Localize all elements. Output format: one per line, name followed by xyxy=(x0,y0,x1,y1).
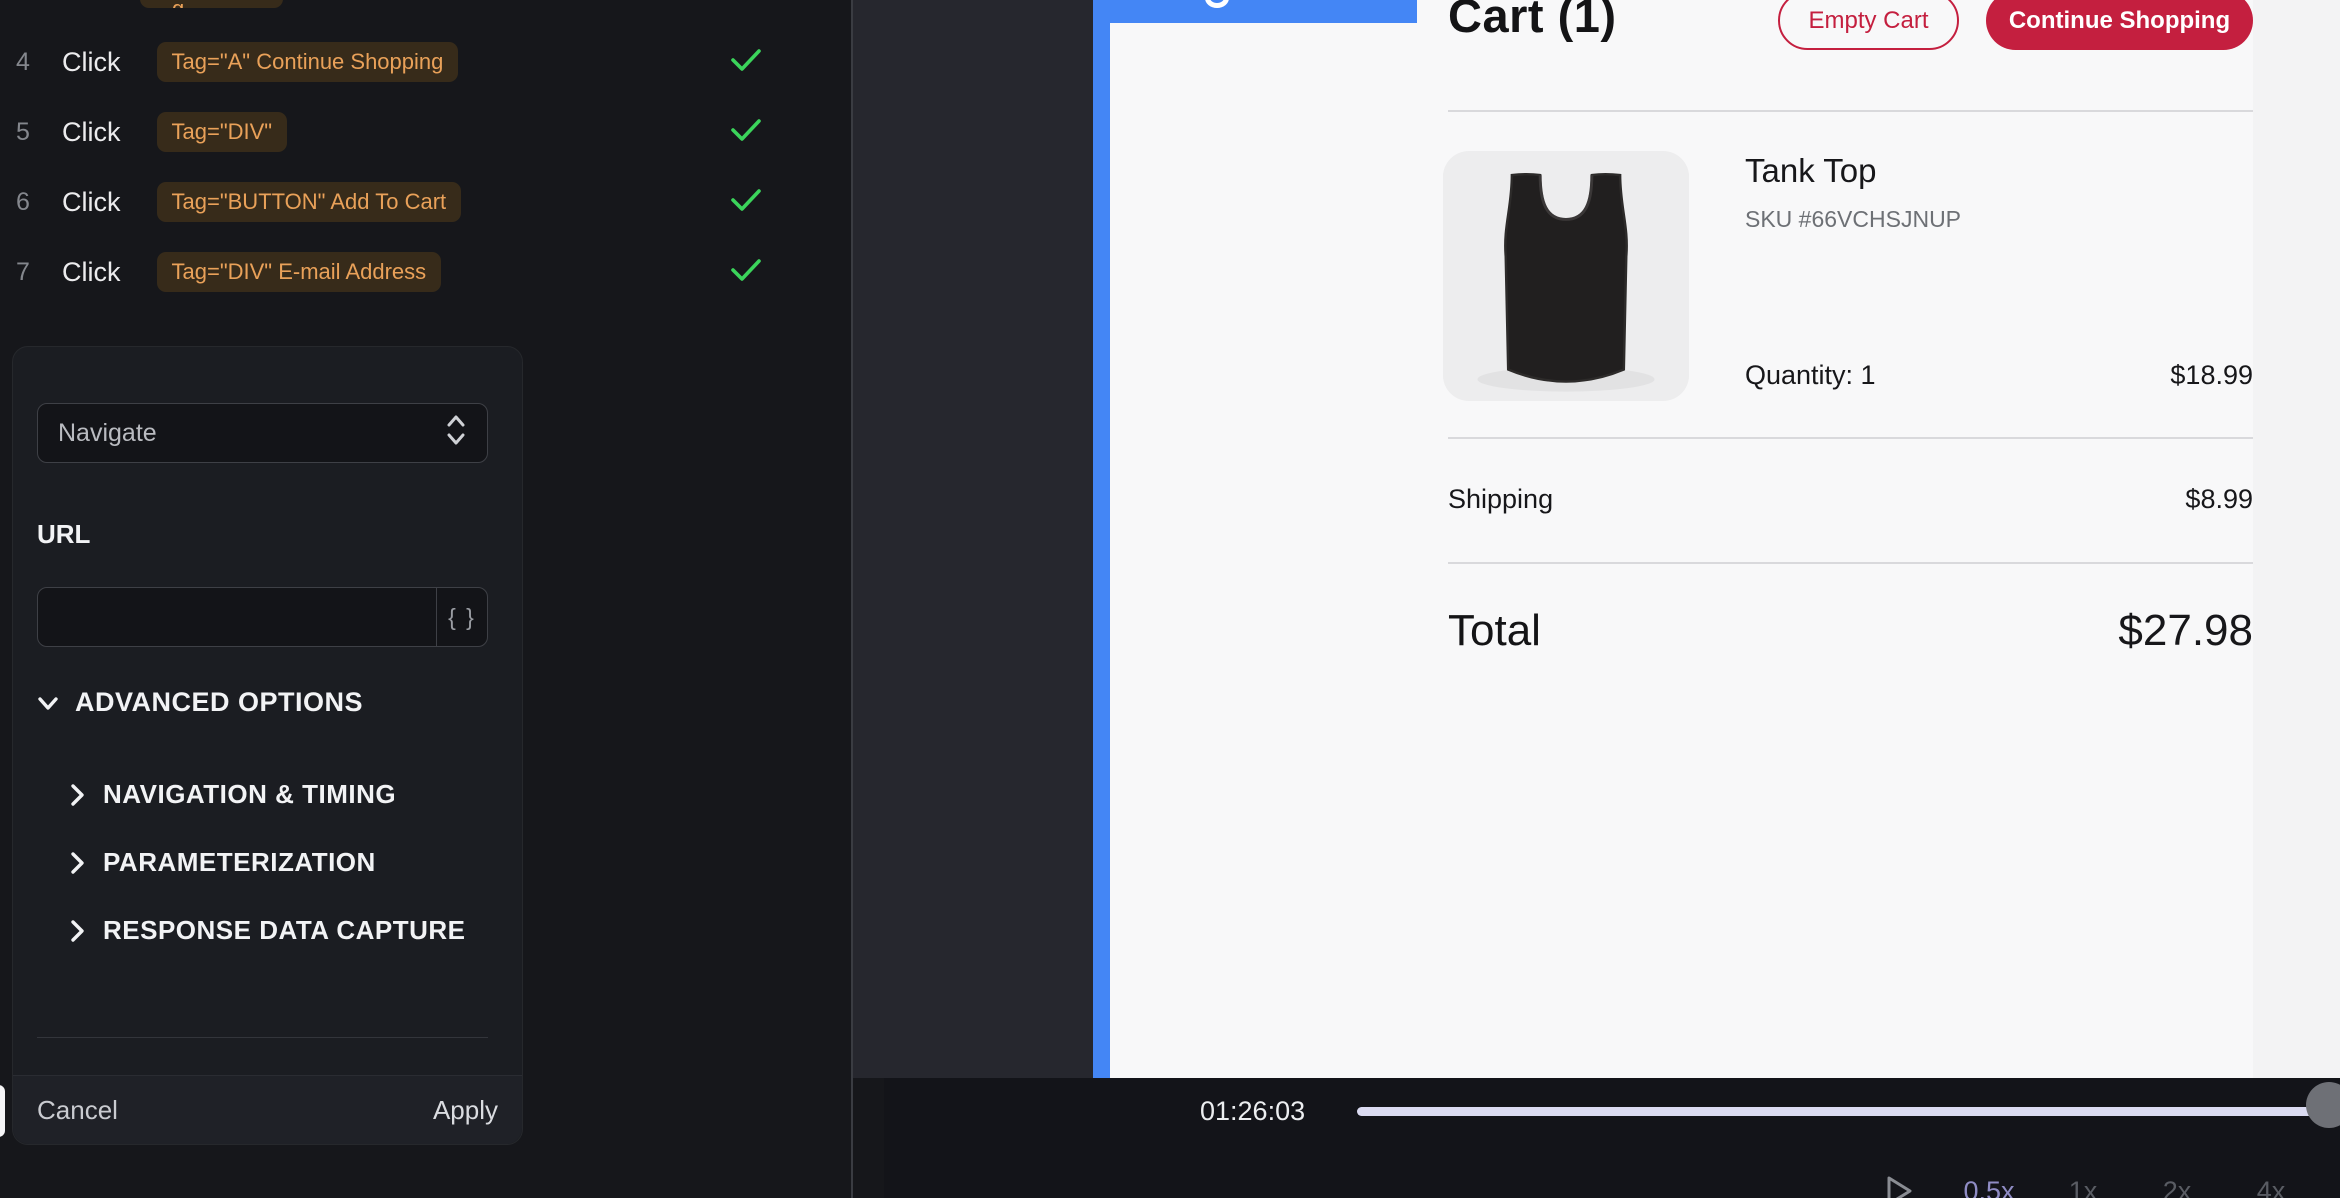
sidebar-divider xyxy=(851,0,853,1198)
cancel-button[interactable]: Cancel xyxy=(37,1094,118,1125)
section-navigation-timing[interactable]: NAVIGATION & TIMING xyxy=(65,779,396,810)
check-icon xyxy=(730,47,762,78)
play-icon[interactable] xyxy=(1884,1174,1914,1198)
site-header-bar xyxy=(1110,0,1417,23)
step-row-6[interactable]: 6 Click Tag="BUTTON" Add To Cart xyxy=(0,180,820,224)
speed-button-2x[interactable]: 2x xyxy=(2146,1176,2208,1198)
check-icon xyxy=(730,187,762,218)
chevron-right-icon xyxy=(71,783,84,806)
advanced-options-label: ADVANCED OPTIONS xyxy=(75,687,364,717)
url-input-group: { } xyxy=(37,587,488,647)
divider xyxy=(1448,437,2253,439)
advanced-options-toggle[interactable]: ADVANCED OPTIONS xyxy=(35,687,363,718)
action-editor-panel: Navigate URL { } ADVANCED OPTIONS NAVIGA… xyxy=(12,346,523,1145)
tank-top-image xyxy=(1443,153,1689,399)
panel-footer: Cancel Apply xyxy=(13,1075,522,1144)
section-label: RESPONSE DATA CAPTURE xyxy=(103,915,466,945)
chevron-right-icon xyxy=(71,851,84,874)
divider xyxy=(1448,562,2253,564)
step-row-4[interactable]: 4 Click Tag="A" Continue Shopping xyxy=(0,40,820,84)
playback-progress-bar[interactable] xyxy=(1357,1107,2340,1116)
url-input[interactable] xyxy=(38,588,436,646)
step-row-5[interactable]: 5 Click Tag="DIV" xyxy=(0,110,820,154)
speed-button-4x[interactable]: 4x xyxy=(2240,1176,2302,1198)
apply-button[interactable]: Apply xyxy=(432,1094,498,1125)
chevron-right-icon xyxy=(71,919,84,942)
product-name: Tank Top xyxy=(1745,152,1877,189)
shipping-label: Shipping xyxy=(1448,484,1554,514)
product-image xyxy=(1443,151,1689,401)
section-label: NAVIGATION & TIMING xyxy=(103,779,397,809)
step-number: 6 xyxy=(16,187,30,216)
speed-label: 0.5x xyxy=(1963,1175,2015,1198)
speed-button-8x[interactable]: 8x xyxy=(2334,1176,2340,1198)
speed-label: 1x xyxy=(2068,1175,2098,1198)
step-action-label: Click xyxy=(62,46,121,77)
step-target-badge: Tag="A" Continue Shopping xyxy=(156,42,459,82)
shipping-price: $8.99 xyxy=(2185,484,2253,514)
section-label: PARAMETERIZATION xyxy=(103,847,376,877)
divider xyxy=(1448,110,2253,112)
playback-timestamp: 01:26:03 xyxy=(1200,1096,1306,1126)
step-target-badge: Tag="DIV" xyxy=(156,112,288,152)
section-parameterization[interactable]: PARAMETERIZATION xyxy=(65,847,376,878)
steps-sidebar: g 4 Click Tag="A" Continue Shopping 5 Cl… xyxy=(0,0,851,1198)
playback-bar: 01:26:03 0.5x 1x 2x 4x 8x 16x xyxy=(884,1078,2340,1198)
playback-extra-button[interactable] xyxy=(2306,1082,2340,1128)
step-action-label: Click xyxy=(62,186,121,217)
highlight-bar-vertical xyxy=(1093,0,1110,1078)
speed-button-1x[interactable]: 1x xyxy=(2052,1176,2114,1198)
product-sku: SKU #66VCHSJNUP xyxy=(1745,206,1962,232)
speed-label: 4x xyxy=(2256,1175,2286,1198)
preview-page-margin xyxy=(2253,0,2340,1078)
chevron-down-icon xyxy=(38,696,58,710)
total-label: Total xyxy=(1448,606,1541,655)
empty-cart-button[interactable]: Empty Cart xyxy=(1778,0,1959,50)
speed-label: 2x xyxy=(2162,1175,2192,1198)
check-icon xyxy=(730,117,762,148)
step-action-label: Click xyxy=(62,256,121,287)
chevron-updown-icon xyxy=(445,413,467,454)
panel-divider xyxy=(37,1037,488,1038)
section-response-data-capture[interactable]: RESPONSE DATA CAPTURE xyxy=(65,915,466,946)
continue-shopping-button[interactable]: Continue Shopping xyxy=(1986,0,2253,50)
cart-title: Cart (1) xyxy=(1448,0,1617,42)
product-price: $18.99 xyxy=(2170,360,2253,390)
step-row-7[interactable]: 7 Click Tag="DIV" E-mail Address xyxy=(0,250,820,294)
edge-handle[interactable] xyxy=(0,1085,5,1137)
step-number: 5 xyxy=(16,117,30,146)
step-target-badge: Tag="DIV" E-mail Address xyxy=(156,252,442,292)
step-target-badge: Tag="BUTTON" Add To Cart xyxy=(156,182,462,222)
product-quantity: Quantity: 1 xyxy=(1745,360,1876,390)
braces-icon: { } xyxy=(448,603,476,630)
url-label: URL xyxy=(37,519,91,549)
preview-gutter xyxy=(853,0,1093,1078)
site-logo-partial xyxy=(1205,0,1229,8)
speed-button-0_5x[interactable]: 0.5x xyxy=(1956,1163,2022,1198)
step-badge-partial-glyph: g xyxy=(172,0,184,8)
playback-controls: 0.5x 1x 2x 4x 8x 16x xyxy=(1884,1163,2340,1198)
variable-braces-button[interactable]: { } xyxy=(436,588,487,646)
step-number: 4 xyxy=(16,47,30,76)
step-number: 7 xyxy=(16,257,30,286)
total-price: $27.98 xyxy=(2118,606,2253,655)
step-badge-partial: g xyxy=(140,0,283,8)
action-type-select[interactable]: Navigate xyxy=(37,403,488,463)
action-type-value: Navigate xyxy=(58,418,157,447)
step-action-label: Click xyxy=(62,116,121,147)
check-icon xyxy=(730,257,762,288)
